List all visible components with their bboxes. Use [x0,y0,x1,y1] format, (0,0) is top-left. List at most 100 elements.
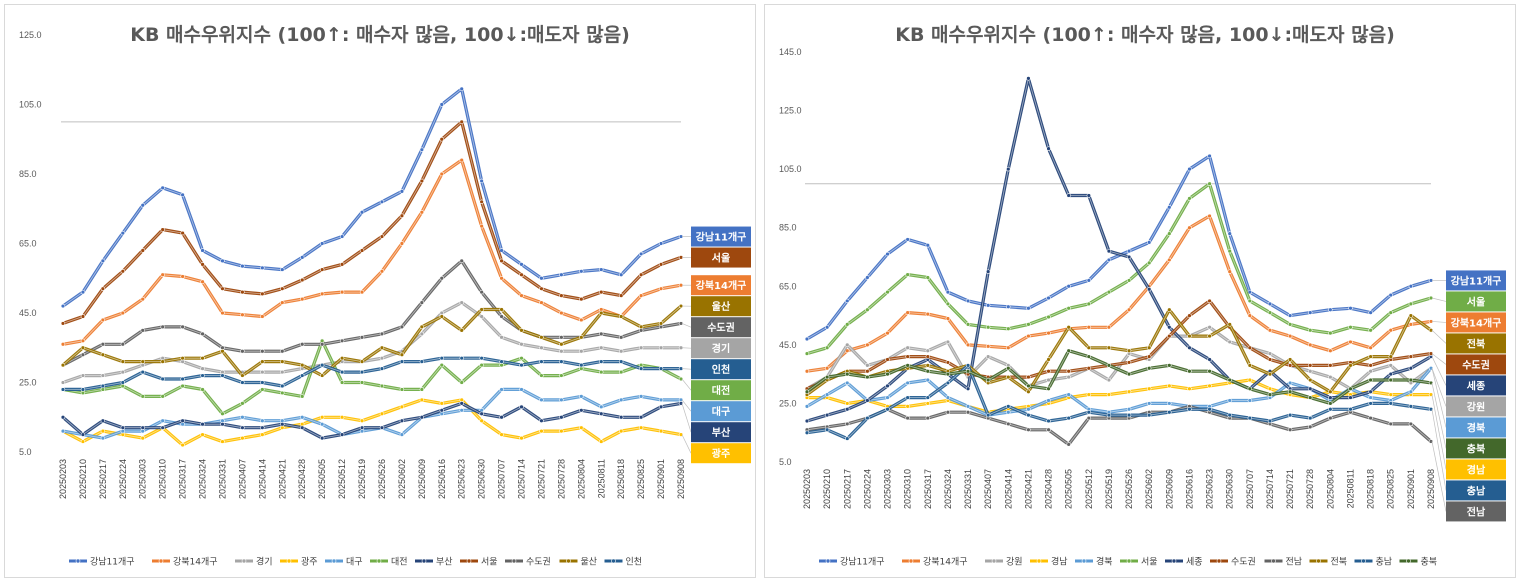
legend-item-강북14개구: 강북14개구 [902,557,968,568]
data-point [1287,427,1293,432]
data-point [905,404,910,409]
data-point [865,363,870,368]
data-point [60,342,66,347]
end-tag-label: 서울 [1467,295,1485,308]
data-point [945,316,951,321]
data-point [1126,389,1132,394]
data-point [300,362,305,368]
data-point [638,272,644,277]
data-point [1267,392,1273,397]
data-point [140,359,145,364]
data-point [1026,76,1031,81]
x-tick-label: 20250210 [78,459,88,499]
legend-label: 대구 [346,557,363,568]
data-point [965,369,971,374]
data-point [120,230,126,236]
data-point [1086,278,1092,283]
data-point [925,311,930,317]
data-point [985,325,991,330]
data-point [60,380,66,385]
left-chart: KB 매수우위지수 (100↑: 매수자 많음, 100↓:매도자 많음) 5.… [19,24,751,568]
x-tick-label: 20250707 [1245,469,1255,509]
data-point [260,291,265,297]
data-point [865,342,870,348]
data-point [1247,363,1253,368]
data-point [1328,415,1333,421]
data-point [1207,213,1212,219]
data-point [459,258,464,264]
data-point [1408,404,1414,409]
data-point [539,359,544,364]
end-tag-전남: 전남 [1431,441,1506,522]
data-point [925,395,930,400]
data-point [120,342,126,347]
data-point [1368,395,1373,400]
data-point [1207,298,1212,304]
data-point [359,380,365,385]
data-point [80,432,86,437]
data-point [479,199,484,205]
legend-swatch-dot [466,558,472,564]
data-point [1388,363,1393,368]
data-point [419,300,425,305]
tag-leader [1431,321,1447,323]
data-point [985,303,991,308]
data-point [1106,345,1112,350]
end-tag-label: 울산 [712,300,731,313]
data-point [519,355,524,361]
data-point [1348,395,1353,400]
data-point [300,296,305,302]
data-point [845,436,850,441]
data-point [339,415,345,420]
data-point [1267,357,1273,362]
data-point [638,415,644,420]
series-경기 [60,300,684,385]
data-point [1207,369,1212,374]
data-point [1267,351,1273,356]
data-point [1106,392,1112,397]
data-point [905,380,910,386]
data-point [439,276,444,281]
data-point [180,192,185,198]
legend-label: 서울 [481,557,498,568]
series-서울 [60,119,684,326]
x-tick-label: 20250728 [556,459,566,499]
series-line-highlight [62,402,682,439]
data-point [1388,377,1393,383]
data-point [638,293,644,298]
data-point [220,310,225,316]
data-point [885,330,890,336]
data-point [1267,386,1273,391]
x-tick-label: 20250818 [1366,469,1376,509]
series-인천 [60,355,684,392]
data-point [1006,404,1011,409]
data-point [1207,153,1212,159]
data-point [599,404,604,410]
series-line [62,398,682,447]
data-point [1026,383,1031,389]
tag-leader [681,323,692,328]
data-point [1106,248,1112,254]
data-point [80,373,86,378]
data-point [1167,401,1172,406]
data-point [519,362,524,368]
data-point [925,243,930,248]
data-point [1006,374,1011,380]
data-point [1247,398,1253,403]
end-tag-label: 경북 [1467,421,1485,434]
data-point [200,331,205,337]
legend-label: 강원 [1006,557,1023,568]
data-point [419,397,425,403]
end-tag-서울: 서울 [681,247,751,268]
data-point [80,314,86,319]
data-point [1146,287,1152,292]
legend-swatch-dot [286,558,292,564]
legend-label: 경기 [256,556,273,568]
y-tick-label: 85.0 [19,169,37,179]
data-point [519,387,524,392]
legend-label: 대전 [391,557,408,568]
legend-swatch-dot [825,558,831,564]
y-tick-label: 5.0 [779,457,792,467]
legend-item-광주: 광주 [280,556,318,568]
x-tick-label: 20250428 [297,459,307,499]
